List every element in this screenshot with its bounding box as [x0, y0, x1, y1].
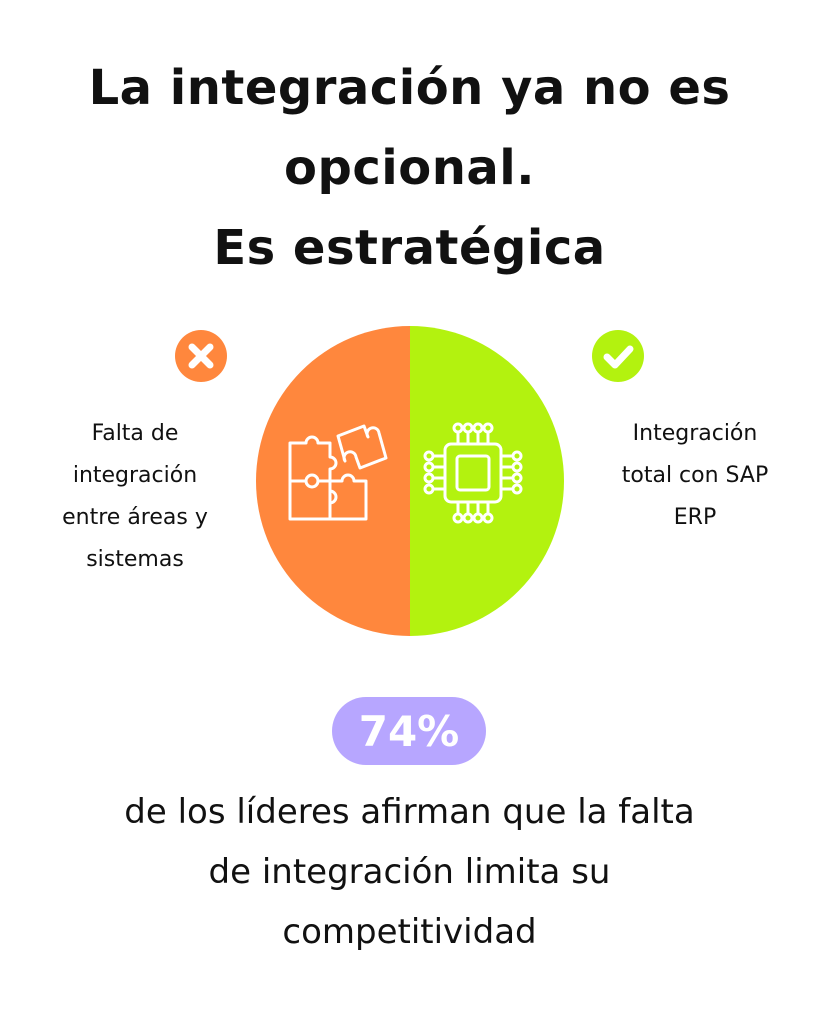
right-description-line: Integración: [632, 421, 758, 446]
stat-caption-line: competitividad: [282, 912, 537, 952]
left-description-line: Falta de: [91, 421, 179, 446]
microchip-icon: [423, 422, 523, 524]
right-description: Integración total con SAP ERP: [580, 413, 810, 539]
left-description-line: sistemas: [86, 547, 184, 572]
title-line: La integración ya no es: [88, 60, 731, 116]
left-description: Falta de integración entre áreas y siste…: [20, 413, 250, 581]
right-description-line: ERP: [673, 505, 717, 530]
left-description-line: entre áreas y: [62, 505, 208, 530]
left-description-line: integración: [72, 463, 198, 488]
right-half-segment: [410, 326, 564, 636]
title-line: opcional.: [284, 140, 535, 196]
stat-badge: 74%: [332, 697, 486, 765]
stat-caption: de los líderes afirman que la falta de i…: [0, 782, 819, 962]
title-line: Es estratégica: [213, 220, 606, 276]
page-title: La integración ya no es opcional. Es est…: [0, 48, 819, 288]
comparison-circle: [256, 326, 564, 636]
check-circle-icon: [592, 330, 644, 382]
stat-caption-line: de integración limita su: [208, 852, 611, 892]
stat-value: 74%: [358, 706, 460, 756]
x-circle-icon: [175, 330, 227, 382]
stat-caption-line: de los líderes afirman que la falta: [124, 792, 695, 832]
right-description-line: total con SAP: [621, 463, 769, 488]
puzzle-icon: [288, 424, 388, 521]
